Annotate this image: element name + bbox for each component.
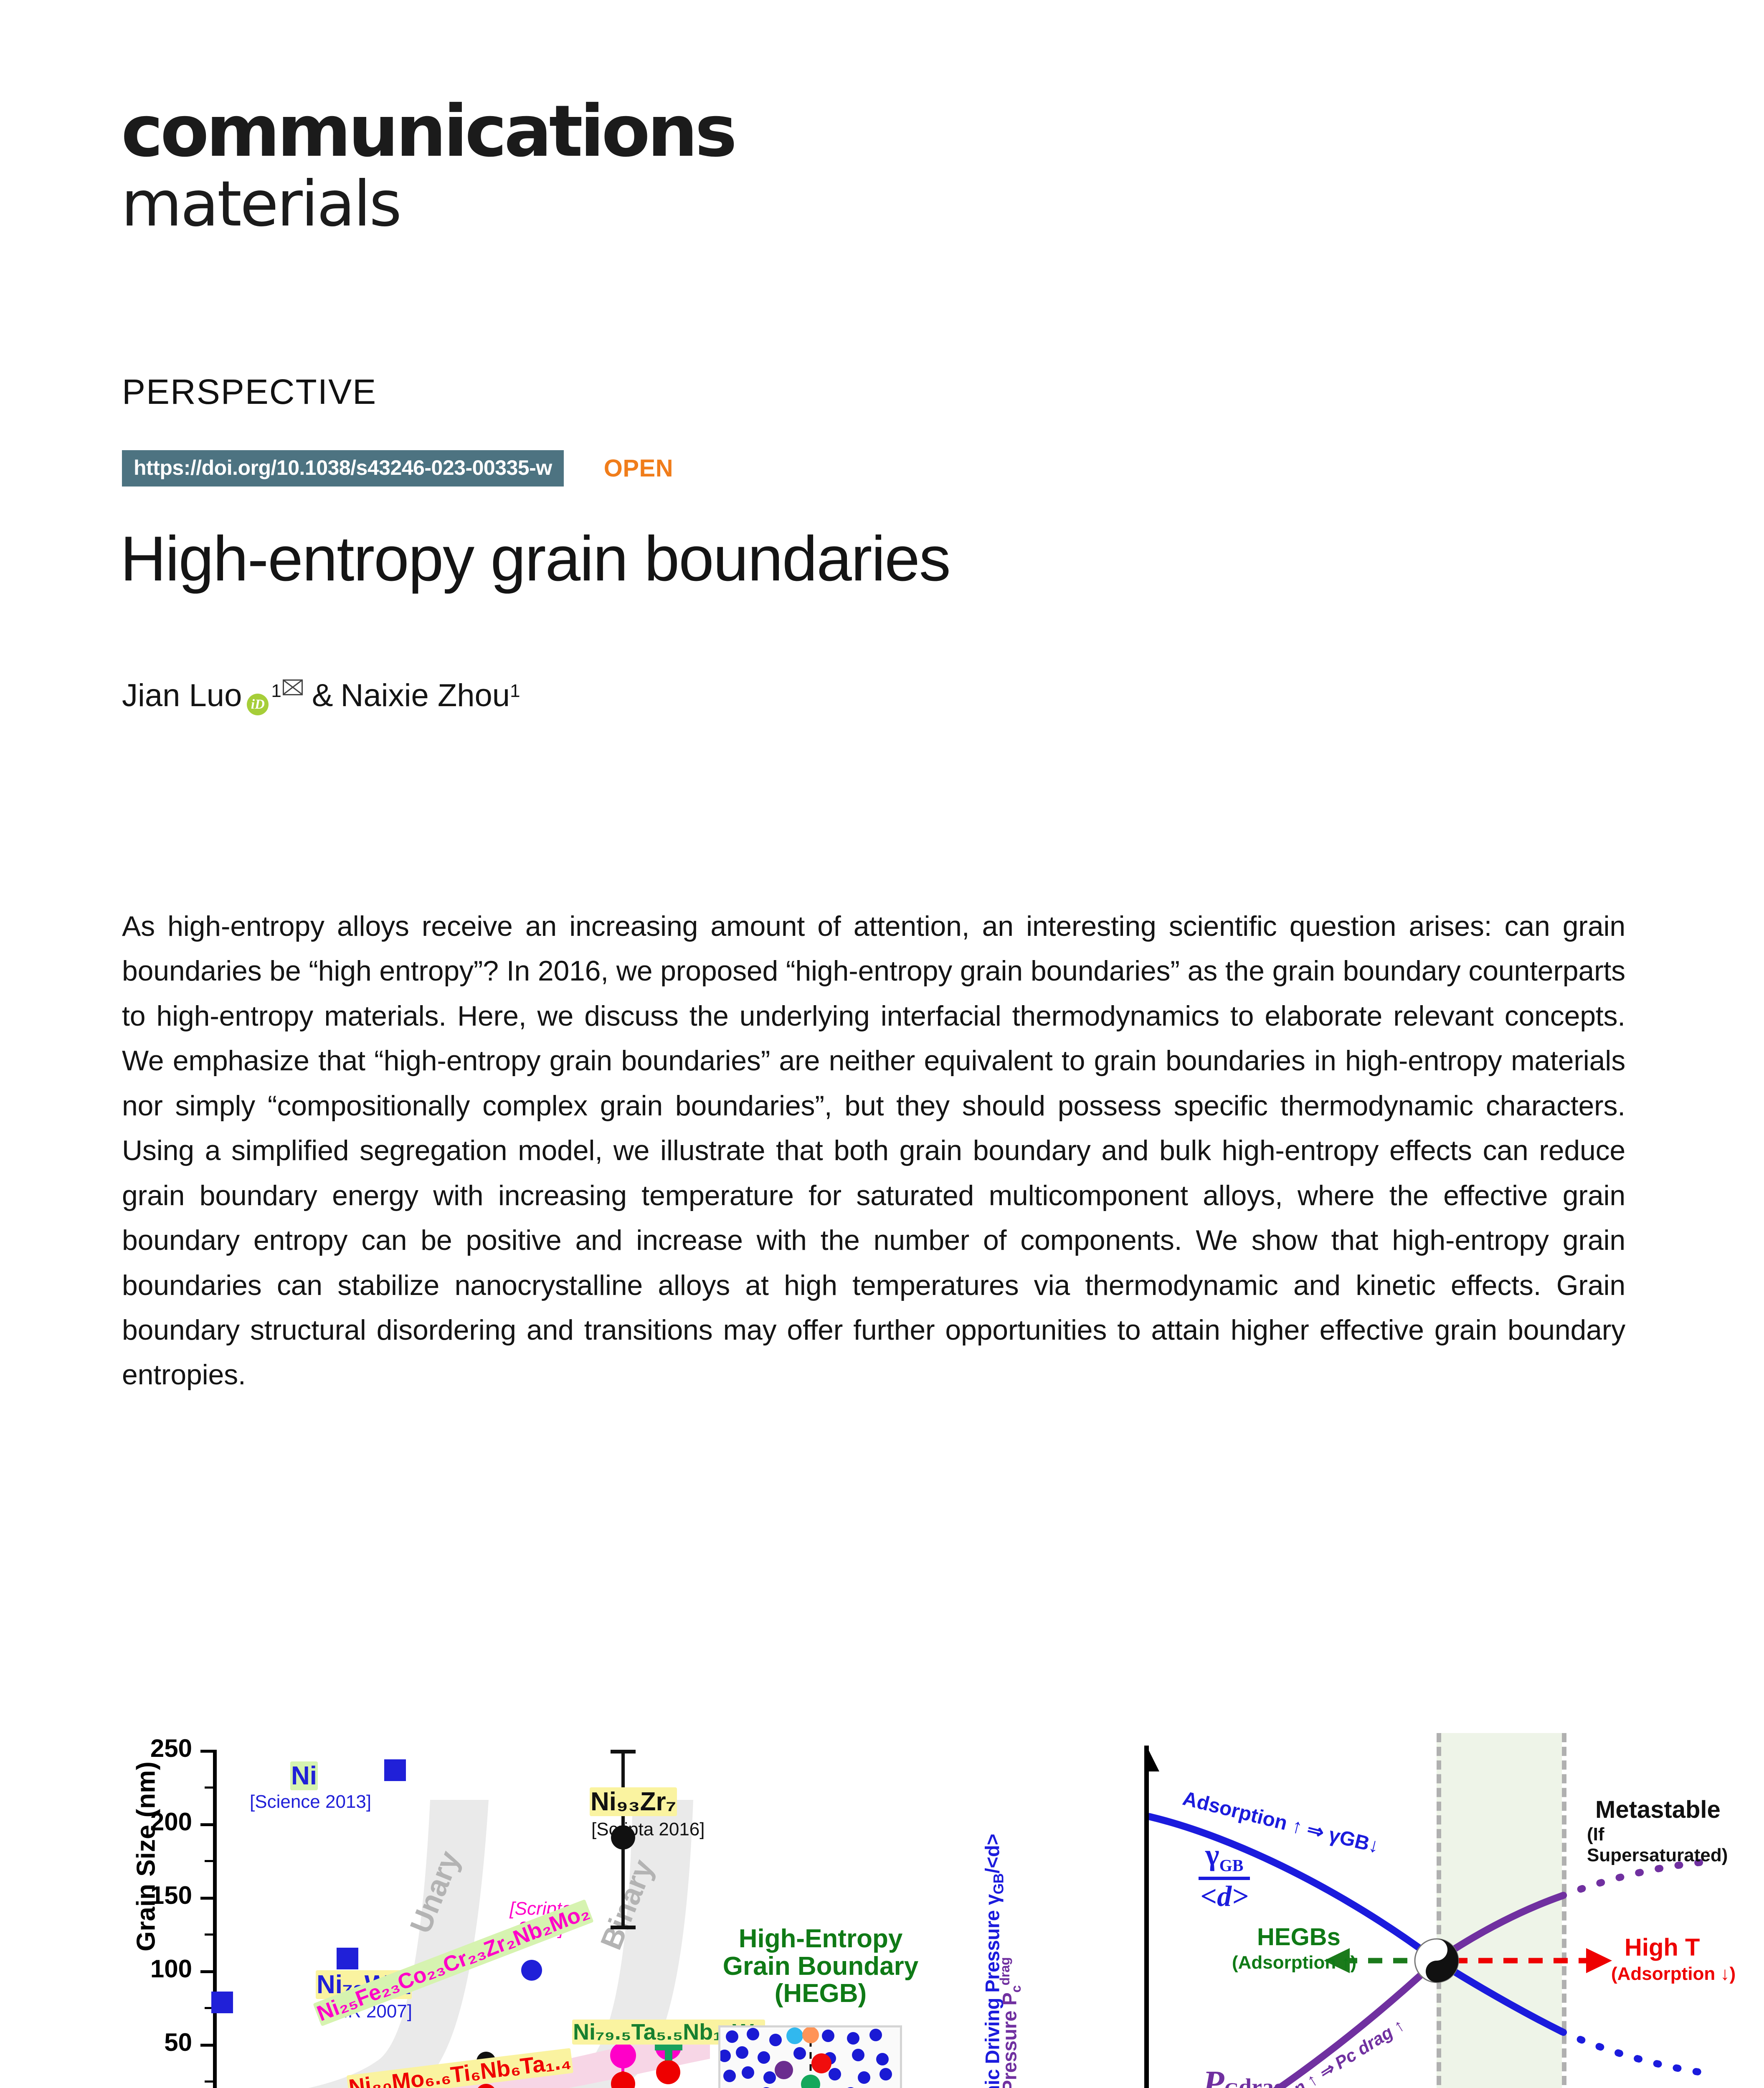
y-tick-250: [200, 1750, 213, 1753]
data-point-nimo-900: [611, 2072, 635, 2088]
y-tick-100: [200, 1970, 213, 1973]
hegb-inset: [718, 2025, 902, 2088]
journal-name-line2: materials: [121, 167, 402, 241]
author-affiliation-sup: 1: [271, 681, 281, 701]
annotation-ni: Ni: [290, 1761, 318, 1790]
data-point-ni-1: [211, 1992, 233, 2013]
data-point-red-600: [476, 2084, 497, 2088]
y-tick-150: [200, 1897, 213, 1900]
hegb-label: High-Entropy Grain Boundary (HEGB): [712, 1925, 929, 2007]
y-axis-label-kinetic-sup: drag: [997, 1957, 1012, 1986]
y-axis-line-right: [1144, 1746, 1149, 2088]
errorbar-nizr-cap-bottom: [611, 1926, 636, 1929]
annotation-ni-ref: [Science 2013]: [250, 1792, 372, 1812]
y-axis-label-kinetic-sub: c: [1009, 1985, 1024, 1993]
y-ticklabel-250: 250: [150, 1734, 192, 1762]
symbol-gamma-over-d: γGB <d>: [1199, 1837, 1250, 1913]
y-tick-minor-125: [205, 1933, 213, 1936]
annotation-nizr: Ni₉₃Zr₇: [590, 1787, 677, 1816]
data-point-ni-3: [384, 1759, 406, 1781]
curve-pc-drag: [1273, 1957, 1440, 2088]
y-axis-label-growth: for Grain Growth: [1066, 1774, 1089, 2088]
data-point-niw-700: [521, 1960, 542, 1981]
annotation-nizr-ref: [Scripta 2016]: [591, 1819, 705, 1840]
y-ticklabel-100: 100: [150, 1955, 192, 1983]
curve-gamma-gb: [1146, 1813, 1440, 1964]
plot-area-right: Max Solubility Adsorption ↑ ⇒ γGB↓ γGB <…: [1144, 1733, 1737, 2088]
y-tick-minor-175: [205, 1860, 213, 1862]
hight-sublabel: (Adsorption ↓): [1611, 1964, 1736, 1984]
dashed-line-right: [1562, 1733, 1566, 2088]
orcid-id-icon[interactable]: iD: [247, 694, 269, 715]
author-name-second[interactable]: Naixie Zhou: [340, 678, 510, 713]
author2-affiliation-sup: 1: [510, 681, 520, 701]
hegbs-label: HEGBs: [1257, 1923, 1341, 1951]
chart-driving-pressure: Thermodynamic Driving Pressure γGB/<d> v…: [961, 1708, 1754, 2088]
symbol-p-sup: drag: [1238, 2074, 1285, 2088]
y-tick-200: [200, 1823, 213, 1826]
y-tick-minor-75: [205, 2007, 213, 2009]
y-axis-line: [213, 1750, 217, 2088]
data-point-ni-2: [337, 1948, 358, 1969]
hegb-label-line2: Grain Boundary: [722, 1951, 919, 1981]
curve-pc-drag-dotted: [1558, 1859, 1703, 1900]
data-point-nizr-900: [611, 1825, 635, 1850]
hight-label: High T: [1625, 1934, 1700, 1961]
y-ticklabel-150: 150: [150, 1881, 192, 1909]
y-tick-minor-25: [205, 2080, 213, 2083]
dashed-line-left: [1437, 1733, 1441, 2088]
band-binary: [564, 1800, 693, 2088]
data-point-nimo-1000: [656, 2060, 680, 2084]
region-stable-band: [1437, 1733, 1562, 2088]
y-tick-50: [200, 2044, 213, 2047]
errorbar-nizr-cap-top: [611, 1750, 636, 1754]
symbol-gamma-sub: GB: [1219, 1856, 1244, 1875]
plot-area-left: 250 200 150 100 50 0 0 200: [150, 1734, 710, 2088]
band-hegb: [389, 2027, 710, 2088]
author-name-first[interactable]: Jian Luo: [122, 678, 242, 713]
doi-badge[interactable]: https://doi.org/10.1038/s43246-023-00335…: [122, 450, 564, 487]
metastable-label: Metastable: [1595, 1796, 1721, 1823]
arrow-hegbs-head: [1324, 1948, 1350, 1973]
curve-gamma-gb-dotted: [1558, 2028, 1703, 2076]
author-conjunction: &: [312, 678, 333, 713]
band-unary: [308, 1800, 489, 2088]
symbol-p-sub: C: [1224, 2079, 1239, 2088]
y-axis-label-kinetic-main: vs. Kinetic Drag Pressure P: [999, 1993, 1021, 2088]
yin-yang-icon: [1414, 1938, 1459, 1983]
hegb-label-line3: (HEGB): [774, 1979, 867, 2008]
doi-row: https://doi.org/10.1038/s43246-023-00335…: [122, 450, 673, 487]
arrow-hight-head: [1586, 1948, 1612, 1973]
symbol-p: P: [1203, 2064, 1224, 2088]
y-tick-minor-225: [205, 1786, 213, 1789]
chart-grain-size: Grain Size (nm): [63, 1716, 961, 2088]
symbol-mean-d: <d>: [1200, 1880, 1249, 1913]
author-line: Jian Luo iD 1 & Naixie Zhou 1: [122, 677, 520, 715]
journal-masthead: communications materials: [121, 90, 1207, 241]
hegbs-sublabel: (Adsorption ↑): [1232, 1952, 1357, 1973]
open-access-badge: OPEN: [603, 455, 674, 482]
metastable-sublabel: (If Supersaturated): [1587, 1824, 1728, 1865]
envelope-icon[interactable]: [282, 679, 303, 695]
journal-name-line1: communications: [121, 90, 737, 173]
y-ticklabel-50: 50: [164, 2028, 192, 2056]
hegb-label-line1: High-Entropy: [738, 1924, 903, 1953]
symbol-pc-drag: PCdrag: [1203, 2063, 1285, 2088]
abstract-text: As high-entropy alloys receive an increa…: [122, 910, 1625, 1391]
figure-panel: Grain Size (nm): [0, 1704, 1764, 2088]
data-point-hea-900: [610, 2042, 636, 2068]
symbol-gamma: γ: [1205, 1838, 1219, 1871]
curve-gamma-gb-right: [1433, 1957, 1566, 2035]
page-title: High-entropy grain boundaries: [120, 523, 951, 594]
y-ticklabel-200: 200: [150, 1808, 192, 1836]
article-type: PERSPECTIVE: [122, 372, 377, 411]
